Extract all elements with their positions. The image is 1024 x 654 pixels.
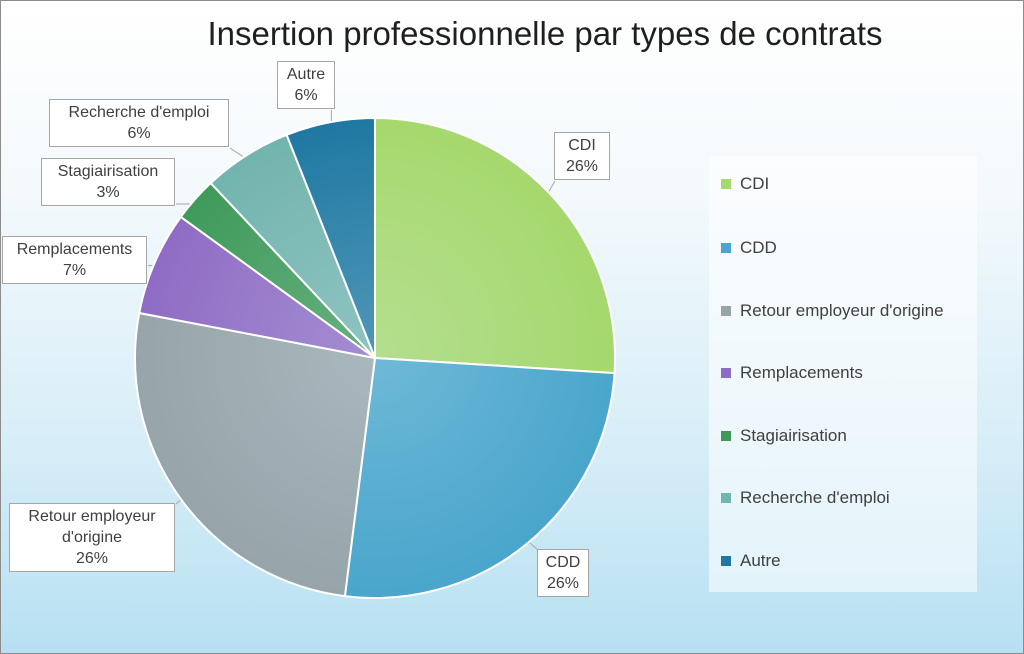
- legend-label: Remplacements: [740, 363, 863, 382]
- legend: CDI CDD Retour employeur d'origine Rempl…: [709, 156, 977, 592]
- legend-swatch: [721, 243, 731, 253]
- data-label-cdd: CDD 26%: [537, 549, 589, 597]
- data-label-retour-employeur: Retour employeur d'origine 26%: [9, 503, 175, 572]
- data-label-recherche-emploi: Recherche d'emploi 6%: [49, 99, 229, 147]
- data-label-autre: Autre 6%: [277, 61, 335, 109]
- pie-slice-remplacements: [138, 215, 376, 359]
- legend-label: CDD: [740, 238, 777, 257]
- pie-slice-cdi: [374, 116, 616, 375]
- legend-item-autre: Autre: [721, 551, 781, 571]
- legend-label: Stagiairisation: [740, 426, 847, 445]
- chart-title: Insertion professionnelle par types de c…: [207, 15, 883, 52]
- data-label-cdi: CDI 26%: [554, 132, 610, 180]
- legend-swatch: [721, 306, 731, 316]
- legend-label: Recherche d'emploi: [740, 488, 890, 507]
- legend-label: CDI: [740, 174, 770, 193]
- pie-slice-cdd: [343, 356, 616, 599]
- legend-item-recherche: Recherche d'emploi: [721, 488, 890, 508]
- legend-item-cdi: CDI: [721, 174, 769, 194]
- legend-swatch: [721, 556, 731, 566]
- legend-swatch: [721, 493, 731, 503]
- legend-swatch: [721, 431, 731, 441]
- pie-slice-retour-employeur-d-origine: [134, 311, 377, 598]
- legend-item-cdd: CDD: [721, 238, 777, 258]
- legend-label: Autre: [740, 551, 781, 570]
- data-label-stagiairisation: Stagiairisation 3%: [41, 158, 175, 206]
- legend-swatch: [721, 179, 731, 189]
- legend-item-stagiairisation: Stagiairisation: [721, 426, 847, 446]
- pie-slice-autre: [285, 116, 376, 359]
- data-label-remplacements: Remplacements 7%: [2, 236, 147, 284]
- legend-item-remplacements: Remplacements: [721, 363, 863, 383]
- legend-label: Retour employeur d'origine: [740, 301, 944, 320]
- legend-swatch: [721, 368, 731, 378]
- legend-item-retour: Retour employeur d'origine: [721, 301, 944, 321]
